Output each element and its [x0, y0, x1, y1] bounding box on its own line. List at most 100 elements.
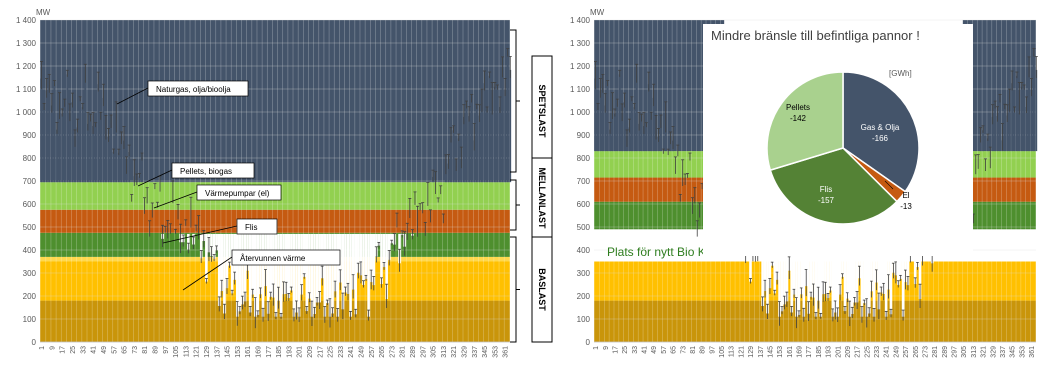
demand-bar: [452, 130, 455, 183]
mask-bar: [318, 233, 321, 303]
x-tick-label: 89: [700, 346, 707, 354]
y-tick-label: 500: [577, 223, 591, 232]
y-tick-label: 900: [577, 131, 591, 140]
demand-bar: [659, 123, 662, 152]
mask-bar: [215, 233, 218, 251]
demand-bar: [460, 160, 463, 183]
demand-bar: [1013, 110, 1016, 152]
demand-bar: [87, 123, 89, 183]
demand-bar: [645, 125, 648, 152]
demand-bar: [61, 113, 64, 183]
y-tick-label: 0: [32, 338, 37, 347]
demand-bar: [447, 163, 450, 183]
y-tick-label: 100: [23, 315, 37, 324]
demand-bar: [599, 90, 602, 152]
x-tick-label: 41: [642, 346, 649, 354]
demand-bar: [996, 116, 999, 152]
x-tick-label: 345: [1010, 346, 1017, 358]
y-tick-label: 800: [23, 154, 37, 163]
mask-bar: [210, 233, 213, 257]
left-gridlines: [40, 19, 510, 343]
x-tick-label: 201: [297, 346, 304, 358]
mask-bar: [380, 233, 383, 285]
demand-bar: [486, 110, 488, 183]
mask-bar: [369, 233, 373, 283]
pie-slice-label: Pellets: [786, 103, 810, 112]
demand-bar: [102, 97, 105, 183]
x-tick-label: 153: [235, 346, 242, 358]
right-unit-label: MW: [590, 8, 605, 17]
x-tick-label: 65: [122, 346, 129, 354]
demand-bar: [120, 139, 123, 183]
mask-bar: [287, 233, 291, 299]
demand-bar: [652, 97, 655, 152]
annotation-label: Pellets, biogas: [180, 167, 232, 176]
x-tick-label: 121: [738, 346, 745, 358]
demand-bar: [94, 125, 97, 183]
demand-bar: [470, 99, 473, 183]
mask-bar: [308, 233, 311, 299]
pie-slice: [766, 71, 844, 172]
demand-bar: [1016, 75, 1018, 152]
mask-bar: [279, 233, 283, 317]
x-tick-label: 233: [338, 346, 345, 358]
x-tick-label: 241: [884, 346, 891, 358]
mask-bar: [220, 233, 224, 292]
y-tick-label: 1 100: [570, 85, 591, 94]
demand-bar: [473, 140, 476, 183]
x-tick-label: 121: [194, 346, 201, 358]
demand-bar: [475, 107, 478, 183]
x-tick-label: 289: [410, 346, 417, 358]
x-tick-label: 273: [922, 346, 929, 358]
mask-bar: [336, 233, 340, 317]
demand-bar: [53, 84, 56, 183]
demand-bar: [141, 157, 143, 183]
x-tick-label: 185: [816, 346, 823, 358]
demand-bar: [994, 105, 997, 152]
demand-bar: [1018, 102, 1021, 152]
x-tick-label: 9: [603, 346, 610, 350]
mask-bar: [377, 233, 381, 246]
x-tick-label: 281: [400, 346, 407, 358]
mask-bar: [305, 233, 309, 312]
x-tick-label: 25: [70, 346, 77, 354]
x-tick-label: 169: [255, 346, 262, 358]
mask-bar: [217, 233, 221, 306]
demand-bar: [45, 90, 48, 183]
y-tick-label: 1 300: [570, 39, 591, 48]
x-tick-label: 201: [835, 346, 842, 358]
demand-bar: [110, 123, 112, 183]
x-tick-label: 145: [225, 346, 232, 358]
x-tick-label: 185: [276, 346, 283, 358]
mask-bar: [313, 233, 316, 314]
y-tick-label: 200: [23, 292, 37, 301]
demand-bar: [506, 53, 509, 183]
x-tick-label: 17: [612, 346, 619, 354]
bio-kvv-annotation: Plats för nytt Bio KVV !: [607, 245, 728, 259]
x-tick-label: 1: [39, 346, 46, 350]
left-unit-label: MW: [36, 8, 51, 17]
y-tick-label: 1 200: [16, 62, 37, 71]
left-annotations: Naturgas, olja/bioolja Pellets, biogas Vär…: [116, 80, 341, 291]
demand-bar: [638, 123, 640, 152]
mask-bar: [187, 233, 190, 250]
demand-bar: [1006, 115, 1009, 152]
x-tick-label: 57: [661, 346, 668, 354]
x-tick-label: 177: [806, 346, 813, 358]
x-tick-label: 137: [758, 346, 765, 358]
demand-bar: [76, 127, 79, 183]
mask-bar: [328, 233, 332, 317]
y-tick-label: 100: [577, 315, 591, 324]
x-tick-label: 113: [183, 346, 190, 357]
annotation-box: [196, 184, 282, 201]
x-tick-label: 73: [132, 346, 139, 354]
right-x-ticks: 1 9 17 25 33 41 49 57 65 73 81 89 97 105 113 121 129 137 1…: [593, 346, 1036, 358]
mask-bar: [382, 233, 386, 268]
y-tick-label: 600: [577, 200, 591, 209]
mask-bar: [228, 233, 231, 266]
left-chart: 0 100 200 300 400 500 600 700 800 900 1 000 1 100 1 …: [16, 8, 553, 358]
x-tick-label: 297: [952, 346, 959, 358]
demand-bar: [1030, 89, 1033, 152]
mask-bar: [243, 233, 247, 302]
demand-bar: [604, 105, 607, 152]
